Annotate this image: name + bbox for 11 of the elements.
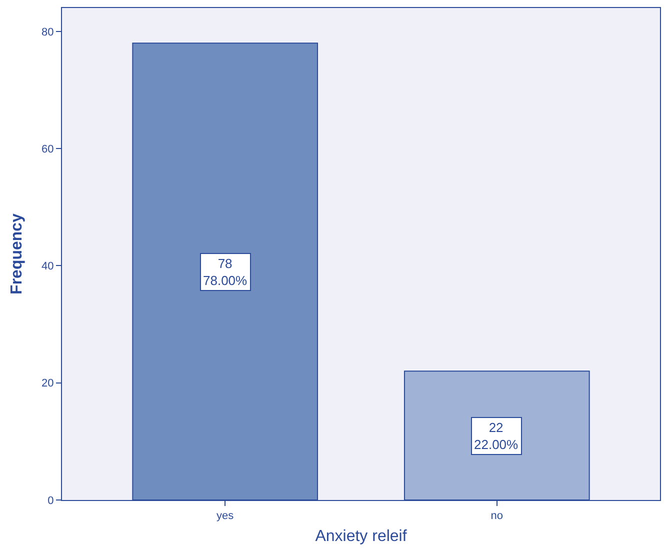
- x-tick-label: yes: [216, 510, 234, 522]
- y-tick-label: 80: [42, 26, 54, 38]
- y-tick-label: 60: [42, 143, 54, 156]
- y-axis-title: Frequency: [8, 213, 26, 294]
- x-axis-title: Anxiety releif: [315, 528, 408, 545]
- y-tick-label: 0: [48, 494, 54, 507]
- data-label: 78 78.00%: [203, 256, 248, 288]
- y-tick-label: 20: [42, 378, 54, 390]
- data-label: 22 22.00%: [474, 420, 519, 452]
- y-tick-label: 40: [42, 260, 54, 273]
- x-tick-label: no: [490, 510, 504, 522]
